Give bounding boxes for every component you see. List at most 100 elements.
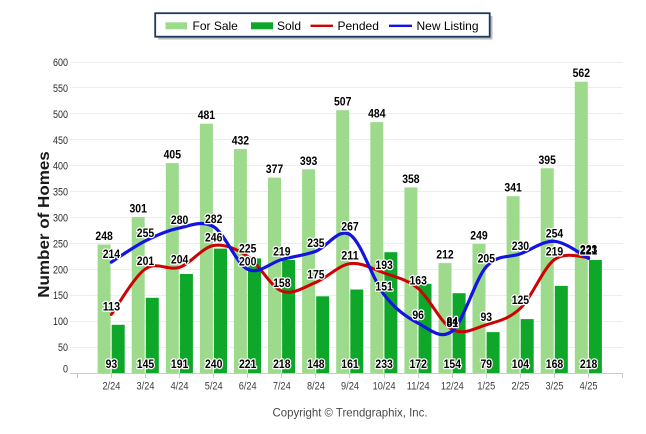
svg-text:450: 450	[53, 135, 68, 147]
svg-text:562: 562	[573, 66, 591, 80]
svg-text:254: 254	[546, 226, 564, 240]
svg-text:10/24: 10/24	[373, 381, 396, 393]
svg-text:358: 358	[402, 172, 420, 186]
svg-text:7/24: 7/24	[273, 381, 291, 393]
svg-text:233: 233	[375, 357, 393, 371]
svg-text:223: 223	[580, 242, 598, 256]
svg-text:113: 113	[103, 299, 121, 313]
svg-text:5/24: 5/24	[205, 381, 223, 393]
svg-text:125: 125	[512, 293, 530, 307]
svg-text:481: 481	[198, 108, 216, 122]
svg-text:225: 225	[239, 241, 257, 255]
svg-text:341: 341	[504, 181, 522, 195]
svg-text:218: 218	[580, 357, 598, 371]
svg-text:104: 104	[512, 357, 530, 371]
svg-text:Copyright © Trendgraphix, Inc.: Copyright © Trendgraphix, Inc.	[273, 406, 428, 420]
svg-text:50: 50	[58, 342, 68, 354]
svg-text:246: 246	[205, 231, 223, 245]
svg-text:163: 163	[410, 274, 428, 288]
svg-text:432: 432	[232, 134, 250, 148]
svg-text:93: 93	[481, 310, 493, 324]
svg-text:395: 395	[539, 153, 557, 167]
svg-text:248: 248	[95, 229, 113, 243]
svg-text:212: 212	[436, 248, 454, 262]
svg-text:211: 211	[341, 249, 359, 263]
svg-text:193: 193	[375, 258, 393, 272]
svg-text:3/24: 3/24	[137, 381, 155, 393]
svg-text:507: 507	[334, 95, 352, 109]
svg-text:500: 500	[53, 109, 68, 121]
svg-text:250: 250	[53, 238, 68, 250]
svg-text:405: 405	[164, 148, 182, 162]
svg-text:Sold: Sold	[277, 19, 301, 33]
svg-text:221: 221	[580, 243, 598, 257]
svg-text:248: 248	[95, 229, 113, 243]
svg-text:246: 246	[205, 231, 223, 245]
svg-text:267: 267	[341, 220, 359, 234]
svg-text:151: 151	[375, 280, 393, 294]
svg-text:79: 79	[481, 357, 493, 371]
svg-text:562: 562	[573, 66, 591, 80]
svg-text:125: 125	[512, 293, 530, 307]
svg-text:219: 219	[273, 245, 291, 259]
svg-text:145: 145	[137, 357, 155, 371]
svg-text:200: 200	[53, 264, 68, 276]
svg-text:223: 223	[580, 242, 598, 256]
svg-text:249: 249	[470, 228, 488, 242]
svg-text:205: 205	[478, 252, 496, 266]
svg-text:84: 84	[447, 315, 459, 329]
svg-text:205: 205	[478, 252, 496, 266]
svg-text:200: 200	[239, 254, 257, 268]
svg-text:191: 191	[171, 357, 189, 371]
svg-text:81: 81	[447, 316, 459, 330]
svg-text:230: 230	[512, 239, 530, 253]
svg-text:93: 93	[481, 310, 493, 324]
svg-text:113: 113	[103, 299, 121, 313]
svg-text:221: 221	[239, 357, 257, 371]
svg-text:400: 400	[53, 161, 68, 173]
svg-text:204: 204	[171, 252, 189, 266]
svg-text:255: 255	[137, 226, 155, 240]
svg-text:301: 301	[130, 202, 148, 216]
svg-text:201: 201	[137, 254, 155, 268]
svg-text:218: 218	[273, 357, 291, 371]
svg-text:481: 481	[198, 108, 216, 122]
svg-text:393: 393	[300, 154, 318, 168]
svg-text:280: 280	[171, 213, 189, 227]
svg-text:484: 484	[368, 107, 386, 121]
svg-text:145: 145	[137, 357, 155, 371]
svg-text:230: 230	[512, 239, 530, 253]
svg-text:For Sale: For Sale	[193, 19, 239, 33]
svg-text:221: 221	[239, 357, 257, 371]
svg-text:168: 168	[546, 357, 564, 371]
svg-text:0: 0	[63, 364, 68, 376]
svg-text:550: 550	[53, 83, 68, 95]
svg-text:151: 151	[375, 280, 393, 294]
svg-text:158: 158	[273, 276, 291, 290]
svg-text:282: 282	[205, 212, 223, 226]
svg-text:240: 240	[205, 357, 223, 371]
svg-text:193: 193	[375, 258, 393, 272]
svg-text:219: 219	[546, 245, 564, 259]
svg-text:93: 93	[106, 357, 118, 371]
svg-text:219: 219	[273, 245, 291, 259]
svg-text:432: 432	[232, 134, 250, 148]
svg-text:218: 218	[273, 357, 291, 371]
svg-text:211: 211	[341, 249, 359, 263]
svg-text:Number of Homes: Number of Homes	[36, 151, 53, 298]
svg-text:395: 395	[539, 153, 557, 167]
svg-text:377: 377	[266, 162, 284, 176]
svg-text:249: 249	[470, 228, 488, 242]
svg-text:254: 254	[546, 226, 564, 240]
svg-text:79: 79	[481, 357, 493, 371]
svg-text:600: 600	[53, 57, 68, 69]
svg-text:104: 104	[512, 357, 530, 371]
svg-text:172: 172	[410, 357, 428, 371]
svg-text:161: 161	[341, 357, 359, 371]
svg-text:221: 221	[580, 243, 598, 257]
svg-text:11/24: 11/24	[407, 381, 430, 393]
svg-text:218: 218	[580, 357, 598, 371]
svg-text:204: 204	[171, 252, 189, 266]
svg-text:2/24: 2/24	[102, 381, 120, 393]
svg-text:161: 161	[341, 357, 359, 371]
